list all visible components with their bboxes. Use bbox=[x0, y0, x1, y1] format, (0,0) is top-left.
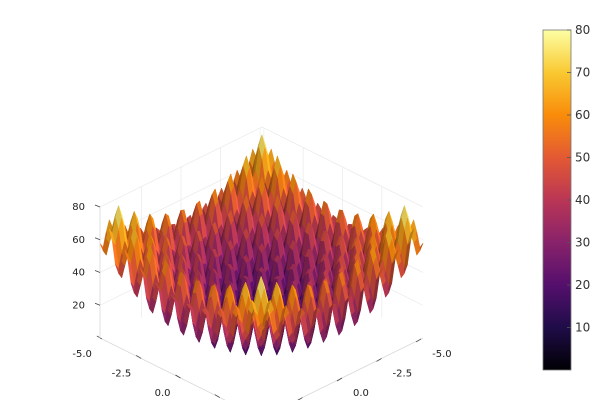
colorbar-tick-label: 20 bbox=[575, 278, 590, 292]
z-tick-label: 40 bbox=[72, 268, 85, 279]
x-tick-mark bbox=[376, 358, 382, 362]
z-tick-mark bbox=[94, 204, 101, 208]
colorbar: 10 20 30 40 50 60 70 80 bbox=[542, 23, 590, 371]
y-tick-mark bbox=[135, 355, 142, 359]
colorbar-tick-label: 50 bbox=[575, 151, 590, 165]
colorbar-tick-label: 10 bbox=[575, 321, 590, 335]
colorbar-tick-label: 70 bbox=[575, 66, 590, 80]
z-tick-label: 20 bbox=[72, 300, 85, 311]
y-tick-mark bbox=[214, 394, 221, 398]
colorbar-tick-label: 30 bbox=[575, 236, 590, 250]
surface-facet bbox=[257, 322, 265, 333]
y-tick-mark bbox=[175, 374, 181, 379]
y-tick-label: -5.0 bbox=[72, 349, 92, 360]
z-tick-mark bbox=[94, 270, 101, 273]
y-tick-label: 0.0 bbox=[155, 388, 171, 399]
x-tick-mark bbox=[336, 377, 343, 382]
x-tick-mark bbox=[297, 397, 303, 400]
y-tick-label: -2.5 bbox=[112, 368, 132, 379]
colorbar-tick-label: 80 bbox=[575, 23, 590, 37]
z-tick-mark bbox=[94, 302, 101, 306]
x-tick-mark bbox=[415, 338, 422, 343]
x-tick-label: -5.0 bbox=[432, 349, 452, 360]
y-tick-mark bbox=[96, 335, 103, 340]
z-tick-label: 80 bbox=[72, 202, 85, 213]
colorbar-gradient bbox=[542, 29, 572, 371]
z-tick-mark bbox=[94, 237, 101, 241]
x-tick-label: -2.5 bbox=[393, 368, 413, 379]
z-gridline-3 bbox=[99, 126, 424, 208]
axes: -5.0-2.50.02.5-5.0-2.50.02.520406080 bbox=[72, 202, 452, 400]
colorbar-tick-label: 60 bbox=[575, 108, 590, 122]
colorbar-tick-label: 40 bbox=[575, 193, 590, 207]
z-tick-label: 60 bbox=[72, 235, 85, 246]
x-tick-label: 0.0 bbox=[353, 388, 369, 399]
surface bbox=[99, 134, 424, 356]
